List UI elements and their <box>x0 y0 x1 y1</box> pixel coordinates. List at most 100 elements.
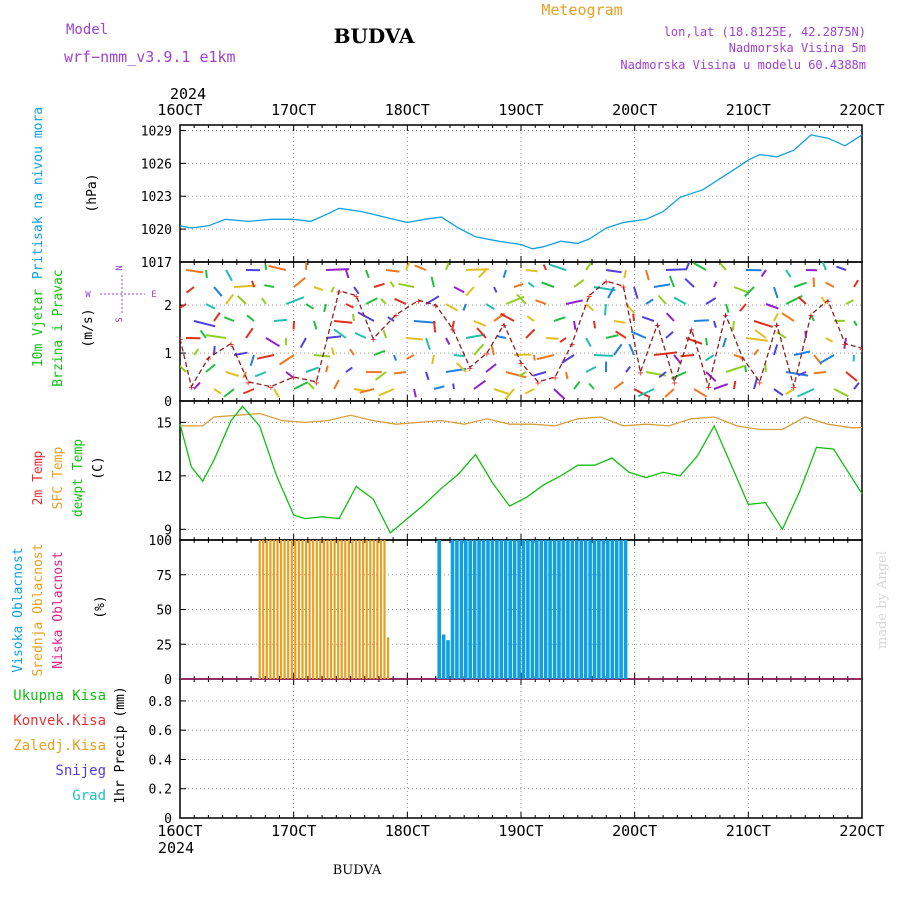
wind-arrow <box>504 388 515 400</box>
wind-arrow <box>285 296 305 305</box>
wind-arrow <box>225 371 239 377</box>
wind-arrow <box>299 337 307 348</box>
wind-arrow <box>452 383 455 390</box>
wind-speed-marker: + <box>291 373 297 384</box>
cloud-bar-high <box>610 540 615 679</box>
wind-arrow <box>473 320 487 327</box>
cloud-bar-high <box>597 540 601 679</box>
cloud-bar-mid <box>351 540 354 679</box>
x-tick-label-top: 18OCT <box>385 101 430 119</box>
wind-arrow <box>623 269 627 279</box>
cloud-bar-high <box>543 540 548 679</box>
wind-arrow <box>405 337 424 341</box>
wind-arrow <box>685 262 691 271</box>
ytick-label: 75 <box>156 569 172 584</box>
wind-speed-marker: + <box>416 296 422 307</box>
wind-arrow <box>325 268 350 271</box>
wind-arrow <box>743 286 755 298</box>
compass-s: S <box>115 317 125 322</box>
wind-speed-marker: + <box>501 320 507 331</box>
wind-arrow <box>785 269 792 278</box>
wind-arrow <box>513 283 524 288</box>
cloud-bar-high <box>450 540 455 679</box>
cloud-bar-mid <box>376 540 379 679</box>
wind-arrow <box>357 311 375 322</box>
wind-speed-marker: + <box>637 368 643 379</box>
cloud-bar-mid <box>265 540 268 679</box>
precip-legend-2: Zaledj.Kisa <box>13 738 106 754</box>
wind-arrow <box>665 312 675 322</box>
wind-arrow <box>345 269 350 279</box>
wind-arrow <box>225 269 233 282</box>
wind-arrow <box>333 320 353 324</box>
cloud-bar-mid <box>280 540 283 679</box>
wind-arrow <box>354 332 367 339</box>
ytick-label: 50 <box>156 604 172 619</box>
wind-arrow <box>425 337 431 351</box>
cloud-bar-mid <box>383 540 386 679</box>
wind-arrow <box>585 303 595 312</box>
temp-unit: (C) <box>91 456 106 479</box>
ytick-label: 0 <box>164 395 172 410</box>
cloud-bar-mid <box>322 540 325 679</box>
wind-arrow <box>425 371 430 381</box>
cloud-bar-mid <box>340 540 343 679</box>
cloud-bar-high <box>503 540 508 679</box>
cloud-ylabel-low: Niska Oblacnost <box>51 551 66 668</box>
wind-arrow <box>673 296 687 305</box>
ytick-label: 0 <box>164 673 172 688</box>
wind-arrow <box>797 388 815 398</box>
top-year-label: 2024 <box>170 85 206 103</box>
wind-arrow <box>524 388 535 395</box>
precip-unit: 1hr Precip (mm) <box>113 686 128 803</box>
wind-arrow <box>819 354 835 364</box>
cloud-bar-high <box>441 634 446 679</box>
cloud-bar-high <box>437 540 441 679</box>
cloud-bar-mid <box>294 540 297 679</box>
wind-arrow <box>325 365 329 373</box>
cloud-bar-high <box>499 540 504 679</box>
wind-arrow <box>765 303 779 310</box>
wind-arrow <box>330 347 335 356</box>
wind-speed-marker: + <box>603 277 609 288</box>
wind-arrow <box>445 337 451 345</box>
wind-arrow <box>810 314 815 322</box>
model-altitude-text: Nadmorska Visina u modelu 60.4388m <box>620 58 866 72</box>
cloud-bar-mid <box>387 637 390 679</box>
cloud-bar-mid <box>354 540 358 679</box>
ytick-label: 0.2 <box>149 783 172 798</box>
wind-arrow <box>433 385 445 390</box>
wind-arrow <box>345 303 354 309</box>
ytick-label: 0.8 <box>149 695 172 710</box>
wind-arrow <box>733 380 737 390</box>
cloud-bar-high <box>455 540 459 679</box>
wind-arrow <box>820 296 827 305</box>
wind-arrow <box>825 337 834 343</box>
x-tick-label-top: 16OCT <box>157 101 202 119</box>
wind-arrow <box>313 354 330 358</box>
wind-arrow <box>205 363 216 373</box>
wind-arrow <box>414 264 427 271</box>
wind-ylabel-2: Brzina i Pravac <box>51 269 66 386</box>
temp-ylabel-dewpt: dewpt Temp <box>71 439 86 517</box>
cloud-bar-mid <box>337 540 340 679</box>
wind-arrow <box>451 320 455 331</box>
wind-arrow <box>180 303 187 309</box>
wind-arrow <box>193 348 200 356</box>
pressure-line <box>179 134 863 250</box>
wind-arrow <box>593 354 614 357</box>
wind-arrow <box>193 381 201 390</box>
wind-arrow <box>713 320 717 328</box>
cloud-bar-mid <box>358 540 361 679</box>
cloud-bar-mid <box>312 540 315 679</box>
cloud-bar-high <box>583 540 588 679</box>
wind-speed-marker: + <box>433 301 439 312</box>
wind-arrow <box>658 371 667 379</box>
precip-legend-0: Ukupna Kisa <box>13 688 106 704</box>
cloud-bar-mid <box>308 540 311 679</box>
wind-arrow <box>633 286 639 299</box>
wind-arrow <box>793 281 807 288</box>
wind-arrow <box>573 320 577 330</box>
wind-arrow <box>513 353 532 356</box>
wind-speed-marker: + <box>859 344 865 355</box>
